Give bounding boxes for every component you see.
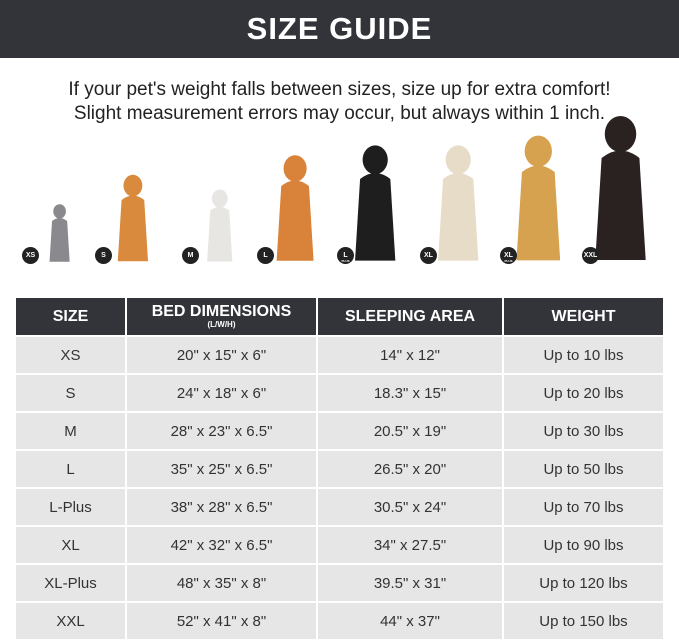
cell-size: L-Plus [14, 487, 127, 527]
cell-weight: Up to 10 lbs [502, 335, 665, 375]
cell-weight: Up to 20 lbs [502, 373, 665, 413]
cell-size: XL-Plus [14, 563, 127, 603]
page-title: SIZE GUIDE [0, 0, 679, 58]
cell-bed-dimensions: 38" x 28" x 6.5" [125, 487, 318, 527]
cell-weight: Up to 120 lbs [502, 563, 665, 603]
header-bed-dimensions: BED DIMENSIONS (L/W/H) [125, 298, 318, 336]
size-badge: L PLUS [337, 247, 354, 264]
badge-label: XXL [583, 252, 598, 259]
size-badge: XXL [582, 247, 599, 264]
table-row: XL-Plus 48" x 35" x 8" 39.5" x 31" Up to 12… [14, 563, 665, 603]
size-table: SIZE BED DIMENSIONS (L/W/H) SLEEPING AREA… [14, 298, 665, 641]
cell-bed-dimensions: 24" x 18" x 6" [125, 373, 318, 413]
cell-sleeping-area: 26.5" x 20" [316, 449, 504, 489]
badge-sub: PLUS [341, 259, 350, 263]
badge-label: XS [25, 252, 36, 259]
badge-label: L [343, 252, 348, 259]
size-note: If your pet's weight falls between sizes… [0, 78, 679, 126]
badge-label: S [101, 252, 106, 259]
note-line-1: If your pet's weight falls between sizes… [68, 79, 611, 100]
cell-size: XS [14, 335, 127, 375]
header-bed-dimensions-sub: (L/W/H) [207, 320, 236, 329]
header-size: SIZE [14, 298, 127, 336]
cell-weight: Up to 150 lbs [502, 601, 665, 641]
table-row: XS 20" x 15" x 6" 14" x 12" Up to 10 lbs [14, 335, 665, 375]
cell-sleeping-area: 39.5" x 31" [316, 563, 504, 603]
size-badge: XS [22, 247, 39, 264]
labrador-image [433, 143, 483, 263]
header-weight: WEIGHT [502, 298, 665, 336]
table-row: M 28" x 23" x 6.5" 20.5" x 19" Up to 30 lbs [14, 411, 665, 451]
cell-bed-dimensions: 20" x 15" x 6" [125, 335, 318, 375]
table-row: XXL 52" x 41" x 8" 44" x 37" Up to 150 lbs [14, 601, 665, 641]
cell-bed-dimensions: 42" x 32" x 6.5" [125, 525, 318, 565]
badge-label: XL [424, 252, 433, 259]
cell-size: M [14, 411, 127, 451]
cell-sleeping-area: 14" x 12" [316, 335, 504, 375]
badge-sub: PLUS [504, 259, 513, 263]
cell-size: XL [14, 525, 127, 565]
cell-weight: Up to 30 lbs [502, 411, 665, 451]
note-line-2: Slight measurement errors may occur, but… [73, 103, 606, 124]
golden-retriever-image [511, 133, 566, 263]
cell-bed-dimensions: 28" x 23" x 6.5" [125, 411, 318, 451]
cell-size: XXL [14, 601, 127, 641]
cell-sleeping-area: 30.5" x 24" [316, 487, 504, 527]
shiba-inu-image [272, 153, 318, 263]
border-collie-image [350, 143, 400, 263]
doberman-image [589, 113, 652, 263]
badge-label: M [187, 252, 194, 259]
cell-sleeping-area: 44" x 37" [316, 601, 504, 641]
size-badge: XL PLUS [500, 247, 517, 264]
cell-weight: Up to 90 lbs [502, 525, 665, 565]
header-sleeping-area: SLEEPING AREA [316, 298, 504, 336]
cell-weight: Up to 50 lbs [502, 449, 665, 489]
size-badge: L [257, 247, 274, 264]
cell-weight: Up to 70 lbs [502, 487, 665, 527]
table-row: L 35" x 25" x 6.5" 26.5" x 20" Up to 50 lbs [14, 449, 665, 489]
cat-image [47, 203, 72, 263]
cell-sleeping-area: 18.3" x 15" [316, 373, 504, 413]
cell-sleeping-area: 34" x 27.5" [316, 525, 504, 565]
badge-label: L [263, 252, 268, 259]
pomeranian-image [114, 173, 152, 263]
cell-bed-dimensions: 48" x 35" x 8" [125, 563, 318, 603]
size-badge: S [95, 247, 112, 264]
header-bed-dimensions-label: BED DIMENSIONS [151, 303, 292, 320]
table-header-row: SIZE BED DIMENSIONS (L/W/H) SLEEPING AREA… [14, 298, 665, 336]
table-row: XL 42" x 32" x 6.5" 34" x 27.5" Up to 90 lb… [14, 525, 665, 565]
cell-bed-dimensions: 52" x 41" x 8" [125, 601, 318, 641]
size-badge: XL [420, 247, 437, 264]
cell-sleeping-area: 20.5" x 19" [316, 411, 504, 451]
table-row: L-Plus 38" x 28" x 6.5" 30.5" x 24" Up to 7… [14, 487, 665, 527]
size-badge: M [182, 247, 199, 264]
cell-size: S [14, 373, 127, 413]
cell-size: L [14, 449, 127, 489]
badge-label: XL [504, 252, 513, 259]
cell-bed-dimensions: 35" x 25" x 6.5" [125, 449, 318, 489]
french-bulldog-image [204, 188, 236, 263]
table-row: S 24" x 18" x 6" 18.3" x 15" Up to 20 lbs [14, 373, 665, 413]
